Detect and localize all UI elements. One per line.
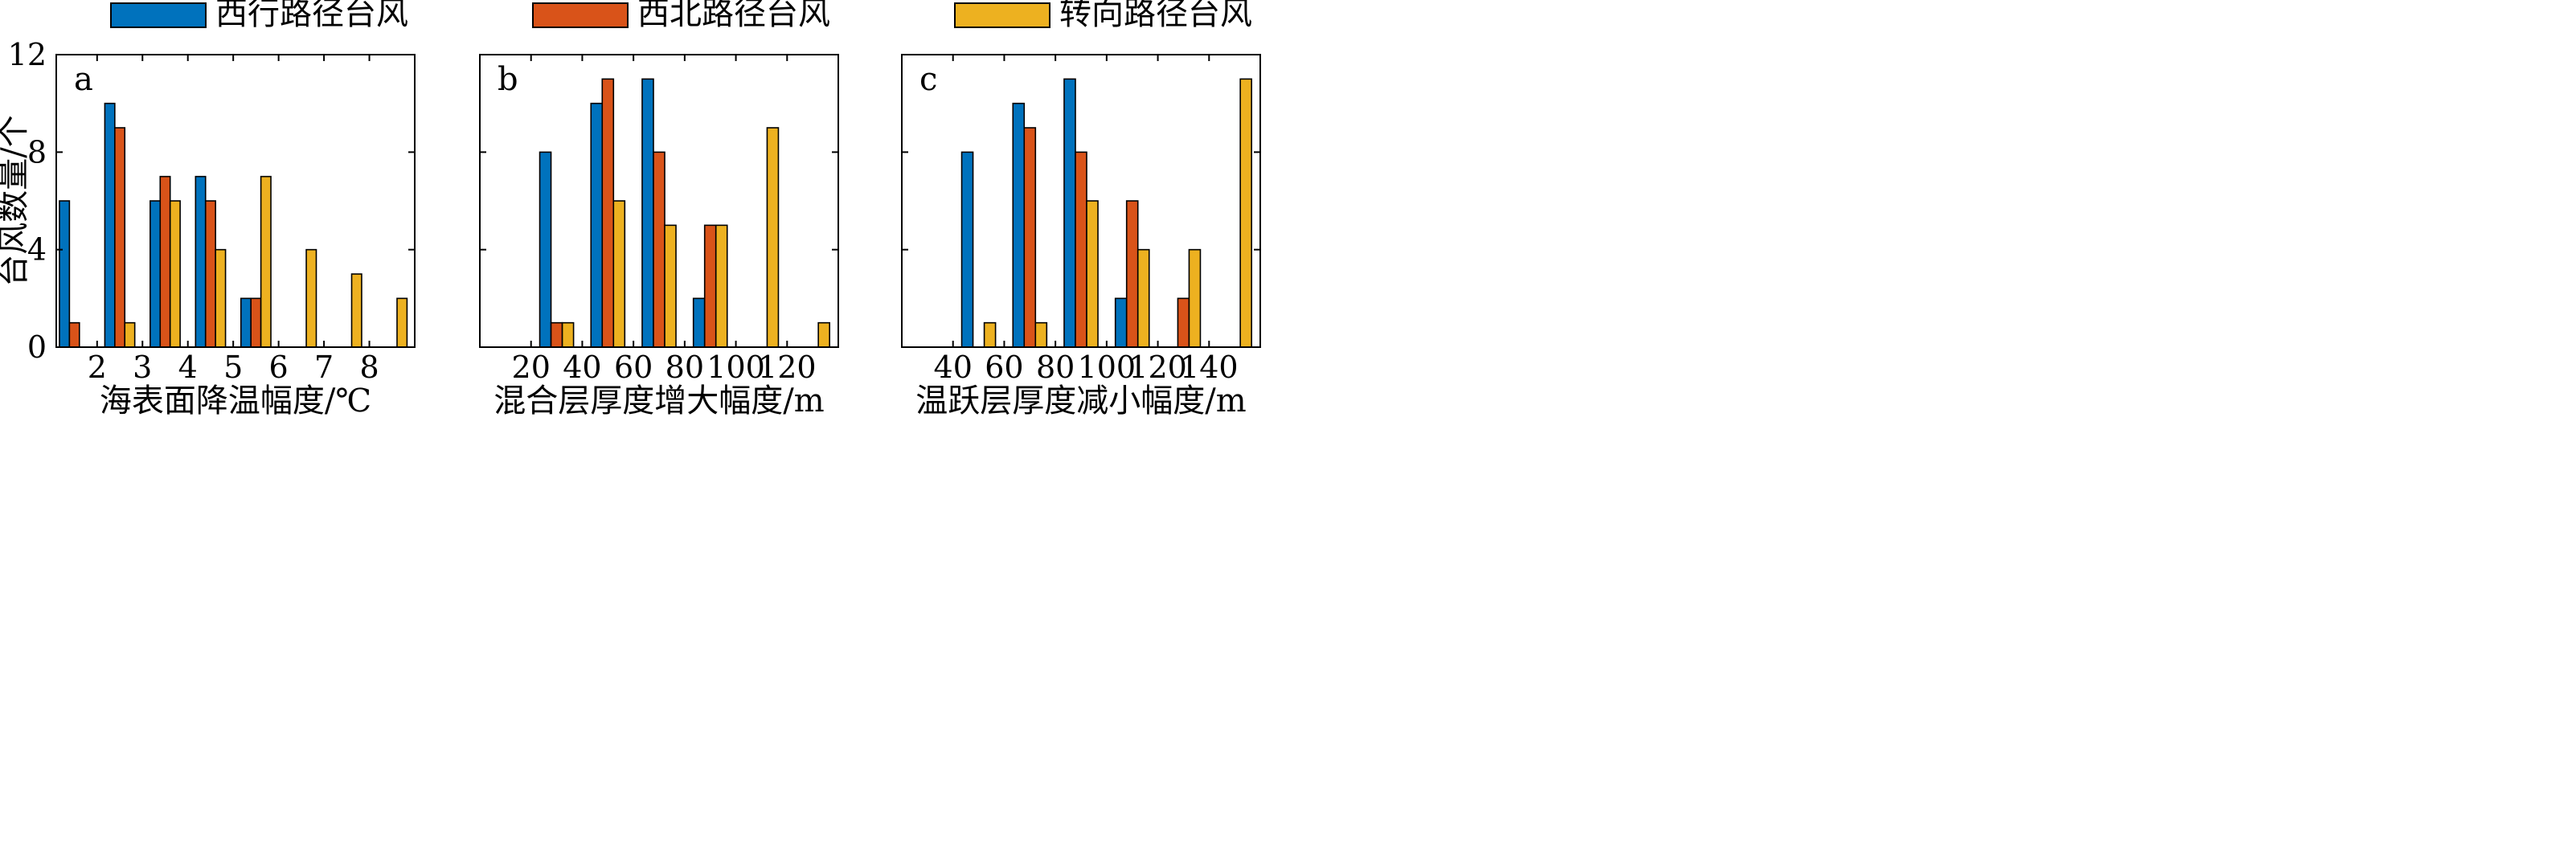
xtick-label-a-3: 3 bbox=[133, 350, 152, 385]
bar-b-s3-b2 bbox=[561, 321, 575, 348]
xtick-label-b-20: 20 bbox=[512, 350, 551, 385]
ytick-label-0: 0 bbox=[27, 329, 47, 365]
xtick-label-c-80: 80 bbox=[1036, 350, 1075, 385]
legend-swatch-2 bbox=[532, 2, 629, 28]
xtick-label-c-60: 60 bbox=[985, 350, 1023, 385]
bar-b-s3-b6 bbox=[766, 127, 780, 348]
bar-b-s1-b2 bbox=[539, 151, 552, 348]
bar-c-s2-b5 bbox=[1125, 200, 1139, 348]
bar-b-s3-b3 bbox=[612, 200, 626, 348]
bar-a-s3-b4 bbox=[215, 248, 227, 348]
bar-a-s2-b2 bbox=[114, 127, 126, 348]
bar-a-s2-b5 bbox=[250, 297, 262, 348]
bar-c-s3-b6 bbox=[1188, 248, 1202, 348]
bar-c-s1-b4 bbox=[1063, 78, 1076, 348]
xtick-label-c-120: 120 bbox=[1128, 350, 1187, 385]
bar-a-s3-b3 bbox=[169, 200, 181, 348]
bar-b-s2-b5 bbox=[703, 224, 717, 348]
bar-b-s1-b4 bbox=[641, 78, 654, 348]
xtick-label-a-5: 5 bbox=[223, 350, 243, 385]
bar-c-s3-b7 bbox=[1239, 78, 1252, 348]
bar-a-s3-b2 bbox=[124, 321, 136, 348]
xtick-label-a-6: 6 bbox=[269, 350, 289, 385]
y-axis-title: 台风数量/个 bbox=[0, 115, 32, 286]
bar-b-s1-b5 bbox=[692, 297, 706, 348]
bar-a-s1-b3 bbox=[149, 200, 162, 348]
xtick-label-b-120: 120 bbox=[758, 350, 817, 385]
plot-frame-c bbox=[901, 54, 1261, 348]
bar-b-s2-b3 bbox=[601, 78, 615, 348]
bar-a-s3-b6 bbox=[305, 248, 317, 348]
xtick-label-b-80: 80 bbox=[666, 350, 704, 385]
bar-b-s3-b7 bbox=[817, 321, 830, 348]
bar-c-s1-b3 bbox=[1012, 102, 1026, 348]
legend-swatch-1 bbox=[110, 2, 207, 28]
ytick-label-12: 12 bbox=[8, 37, 47, 72]
xtick-label-b-60: 60 bbox=[614, 350, 653, 385]
legend-label-1: 西行路径台风 bbox=[215, 0, 408, 32]
xtick-label-c-40: 40 bbox=[934, 350, 973, 385]
bar-c-s2-b4 bbox=[1075, 151, 1087, 348]
bar-a-s2-b1 bbox=[68, 321, 80, 348]
bar-c-s1-b5 bbox=[1114, 297, 1128, 348]
xtick-label-a-4: 4 bbox=[178, 350, 198, 385]
bar-c-s1-b2 bbox=[960, 151, 974, 348]
bar-a-s2-b4 bbox=[204, 200, 216, 348]
x-axis-title-a: 海表面降温幅度/℃ bbox=[100, 382, 371, 419]
ytick-label-4: 4 bbox=[27, 232, 47, 268]
plot-frame-a bbox=[55, 54, 416, 348]
bar-c-s3-b4 bbox=[1086, 200, 1099, 348]
bar-b-s1-b3 bbox=[590, 102, 604, 348]
panel-label-a: a bbox=[74, 61, 93, 98]
bar-a-s1-b4 bbox=[195, 175, 207, 348]
ytick-label-8: 8 bbox=[27, 134, 47, 170]
legend-label-2: 西北路径台风 bbox=[637, 0, 830, 32]
bar-b-s3-b5 bbox=[715, 224, 728, 348]
bar-b-s2-b2 bbox=[550, 321, 563, 348]
panel-label-c: c bbox=[919, 61, 937, 98]
bar-b-s3-b4 bbox=[664, 224, 677, 348]
xtick-label-a-7: 7 bbox=[314, 350, 334, 385]
x-axis-title-c: 温跃层厚度减小幅度/m bbox=[915, 382, 1246, 419]
xtick-label-a-8: 8 bbox=[359, 350, 379, 385]
bar-a-s3-b8 bbox=[396, 297, 408, 348]
bar-a-s1-b5 bbox=[240, 297, 252, 348]
x-axis-title-b: 混合层厚度增大幅度/m bbox=[493, 382, 824, 419]
bar-c-s2-b6 bbox=[1177, 297, 1190, 348]
bar-a-s3-b7 bbox=[350, 273, 362, 348]
bar-c-s3-b3 bbox=[1034, 321, 1048, 348]
xtick-label-c-140: 140 bbox=[1180, 350, 1239, 385]
bar-a-s3-b5 bbox=[260, 175, 272, 348]
legend-label-3: 转向路径台风 bbox=[1059, 0, 1252, 32]
bar-a-s2-b3 bbox=[159, 175, 171, 348]
bar-c-s3-b5 bbox=[1136, 248, 1150, 348]
bar-c-s3-b2 bbox=[983, 321, 997, 348]
bar-b-s2-b4 bbox=[653, 151, 666, 348]
panel-label-b: b bbox=[498, 61, 518, 98]
bar-c-s2-b3 bbox=[1023, 127, 1037, 348]
bar-a-s1-b2 bbox=[104, 102, 116, 348]
xtick-label-b-100: 100 bbox=[706, 350, 765, 385]
xtick-label-a-2: 2 bbox=[88, 350, 107, 385]
legend-swatch-3 bbox=[954, 2, 1050, 28]
bar-a-s1-b1 bbox=[59, 200, 71, 348]
xtick-label-c-100: 100 bbox=[1078, 350, 1136, 385]
plot-frame-b bbox=[479, 54, 839, 348]
xtick-label-b-40: 40 bbox=[563, 350, 601, 385]
